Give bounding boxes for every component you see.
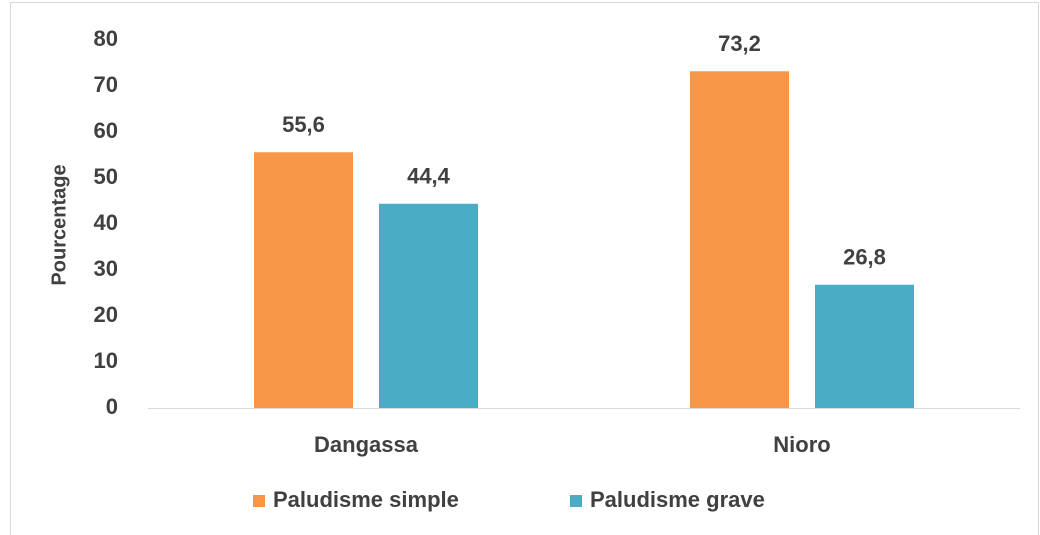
y-tick-label: 40 <box>94 210 118 235</box>
bar <box>379 203 478 408</box>
legend-swatch <box>570 495 582 507</box>
y-tick-label: 60 <box>94 118 118 143</box>
y-tick-label: 0 <box>106 394 118 419</box>
bar <box>690 71 789 408</box>
bar <box>254 152 353 408</box>
y-tick-label: 10 <box>94 348 118 373</box>
legend-label: Paludisme grave <box>590 487 765 512</box>
legend-label: Paludisme simple <box>273 487 459 512</box>
legend-swatch <box>253 495 265 507</box>
x-tick-label: Nioro <box>773 432 830 457</box>
y-tick-label: 50 <box>94 164 118 189</box>
x-tick-label: Dangassa <box>314 432 419 457</box>
chart-border <box>10 2 1039 535</box>
y-tick-label: 30 <box>94 256 118 281</box>
y-axis-label: Pourcentage <box>48 164 70 285</box>
y-tick-label: 70 <box>94 72 118 97</box>
data-label: 26,8 <box>843 245 886 270</box>
y-tick-label: 80 <box>94 26 118 51</box>
data-label: 55,6 <box>282 112 325 137</box>
bar <box>815 284 914 408</box>
data-label: 44,4 <box>407 164 451 189</box>
data-label: 73,2 <box>718 31 761 56</box>
y-tick-label: 20 <box>94 302 118 327</box>
